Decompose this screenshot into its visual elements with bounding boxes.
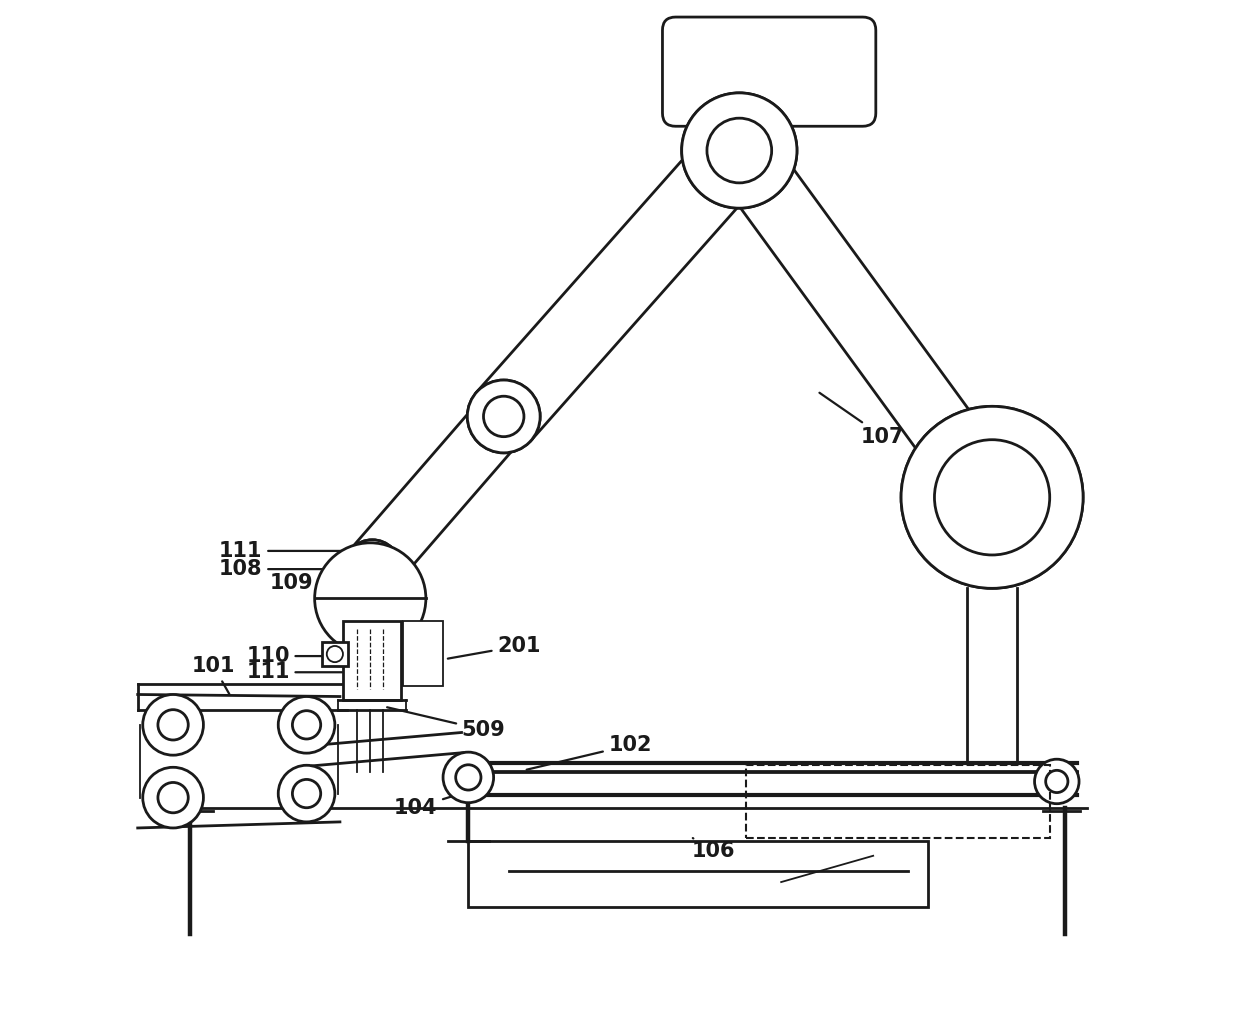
Text: 109: 109	[269, 573, 342, 593]
Circle shape	[935, 440, 1050, 555]
Circle shape	[1045, 771, 1068, 792]
Circle shape	[315, 543, 425, 654]
Circle shape	[443, 752, 494, 803]
Circle shape	[143, 695, 203, 755]
Circle shape	[901, 406, 1083, 588]
Text: 101: 101	[192, 656, 236, 694]
Polygon shape	[138, 685, 347, 709]
Text: 104: 104	[394, 791, 467, 818]
Bar	[469, 842, 929, 907]
Text: 107: 107	[820, 393, 905, 447]
Circle shape	[484, 397, 525, 437]
Text: 111: 111	[219, 541, 345, 561]
Circle shape	[707, 118, 771, 182]
Bar	[403, 621, 443, 687]
Circle shape	[935, 440, 1050, 555]
Polygon shape	[967, 588, 1017, 771]
Circle shape	[327, 646, 343, 662]
Polygon shape	[469, 764, 1065, 796]
Text: 108: 108	[219, 559, 340, 579]
Circle shape	[278, 697, 335, 753]
Text: 102: 102	[527, 735, 652, 770]
Text: 110: 110	[247, 646, 337, 666]
Bar	[746, 766, 1050, 838]
FancyBboxPatch shape	[662, 17, 875, 126]
Circle shape	[484, 397, 525, 437]
Text: 509: 509	[387, 707, 506, 740]
Circle shape	[467, 380, 541, 453]
Circle shape	[357, 552, 387, 583]
Text: 201: 201	[448, 636, 541, 659]
Circle shape	[343, 540, 401, 597]
Circle shape	[1034, 760, 1079, 804]
Circle shape	[901, 406, 1083, 588]
Bar	[321, 642, 348, 666]
Circle shape	[293, 779, 321, 808]
Polygon shape	[476, 126, 766, 441]
Polygon shape	[351, 398, 526, 587]
Circle shape	[278, 766, 335, 822]
Circle shape	[707, 118, 771, 182]
Circle shape	[157, 709, 188, 740]
Circle shape	[293, 710, 321, 739]
Text: 111: 111	[247, 662, 342, 683]
Circle shape	[682, 93, 797, 208]
Circle shape	[467, 380, 541, 453]
Circle shape	[455, 765, 481, 790]
Text: 106: 106	[691, 838, 735, 861]
Circle shape	[357, 552, 387, 583]
Bar	[343, 621, 401, 699]
Circle shape	[682, 93, 797, 208]
Circle shape	[343, 540, 401, 597]
Polygon shape	[310, 733, 464, 766]
Circle shape	[143, 768, 203, 828]
Polygon shape	[713, 131, 1018, 517]
Circle shape	[157, 782, 188, 813]
